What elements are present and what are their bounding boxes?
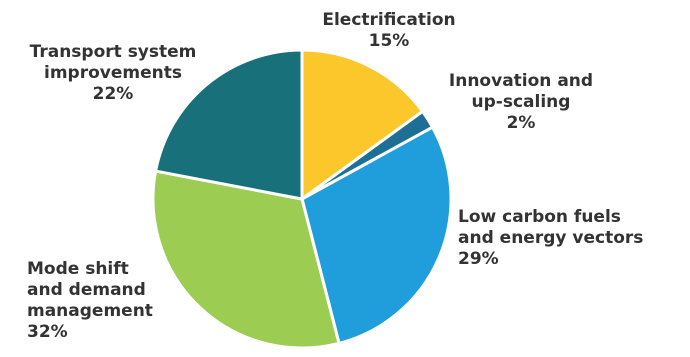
slice-label-electrification-line-1: Electrification xyxy=(322,10,456,30)
slice-label-innovation: Innovation and up-scaling 2% xyxy=(446,71,596,134)
slice-label-mode-shift-percent: 32% xyxy=(27,322,68,342)
pie-slice-electrification xyxy=(300,48,425,201)
slice-label-electrification-percent: 15% xyxy=(368,31,410,51)
slice-label-innovation-line-1: Innovation and xyxy=(448,71,594,91)
slice-label-mode-shift-line-1: Mode shift xyxy=(27,259,129,279)
slice-label-mode-shift: Mode shift and demand management 32% xyxy=(27,259,197,343)
slice-label-low-carbon-fuels-line-1: Low carbon fuels xyxy=(458,207,621,227)
slice-label-low-carbon-fuels: Low carbon fuels and energy vectors 29% xyxy=(458,207,688,270)
pie-slice-mode-shift xyxy=(151,169,341,350)
pie-slices xyxy=(151,48,453,350)
slice-label-transport-system-percent: 22% xyxy=(92,84,134,104)
slice-label-transport-system-line-2: improvements xyxy=(44,63,182,83)
slice-label-low-carbon-fuels-percent: 29% xyxy=(458,249,499,269)
slice-label-electrification: Electrification 15% xyxy=(314,10,464,52)
slice-label-innovation-percent: 2% xyxy=(506,113,536,133)
slice-label-transport-system: Transport system improvements 22% xyxy=(0,42,226,105)
slice-label-low-carbon-fuels-line-2: and energy vectors xyxy=(458,228,644,248)
slice-label-transport-system-line-1: Transport system xyxy=(29,42,197,62)
slice-label-innovation-line-2: up-scaling xyxy=(471,92,571,112)
slice-label-mode-shift-line-2: and demand xyxy=(27,280,146,300)
pie-slice-transport-system xyxy=(154,48,304,201)
pie-slice-low-carbon-fuels xyxy=(300,125,453,345)
slice-label-mode-shift-line-3: management xyxy=(27,301,153,321)
